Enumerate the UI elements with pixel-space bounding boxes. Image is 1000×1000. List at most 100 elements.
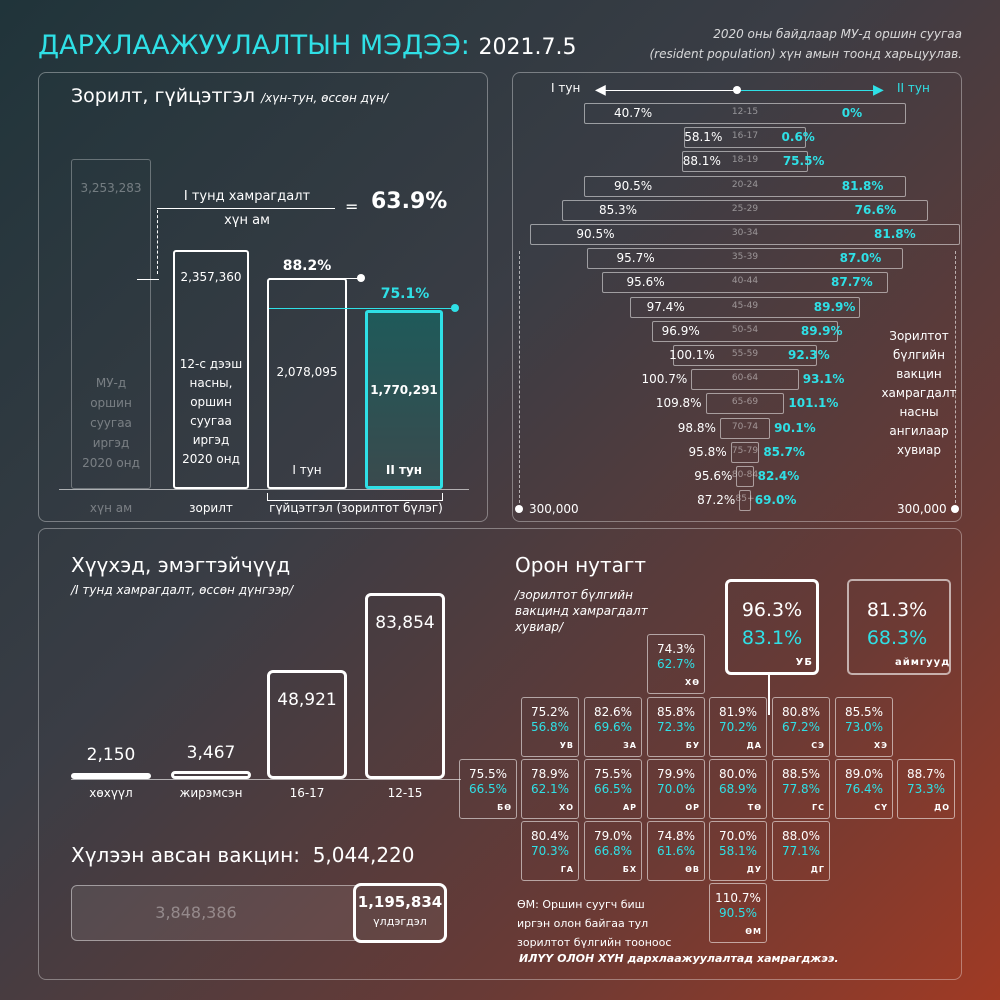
- province-ӨВ: 74.8% 61.6% ӨВ: [647, 821, 705, 881]
- pyramid-dose1-value: 88.1%: [682, 154, 721, 169]
- population-label-line: суугаа: [90, 416, 132, 430]
- pyramid-dose1-value: 40.7%: [614, 106, 653, 120]
- pyramid-right-label: II тун: [897, 81, 930, 95]
- pyramid-axis-right: [741, 90, 875, 91]
- goal-panel: Зорилт, гүйцэтгэл /хүн-тун, өссөн дүн/ I…: [38, 72, 488, 522]
- pyramid-dose1-value: 87.2%: [697, 493, 736, 508]
- province-code: ХЭ: [873, 741, 888, 750]
- target-bar: [173, 250, 249, 489]
- province-dose2: 69.6%: [593, 720, 633, 734]
- vaccine-used: 3,848,386: [155, 903, 237, 922]
- province-code: ЗА: [623, 741, 637, 750]
- children-value: 83,854: [375, 612, 435, 633]
- province-БХ: 79.0% 66.8% БХ: [584, 821, 642, 881]
- province-code: ТӨ: [747, 803, 762, 812]
- province-dose2: 72.3%: [656, 720, 696, 734]
- pyramid-axis-left: [605, 90, 737, 91]
- province-code: ДО: [934, 803, 950, 812]
- pyramid-dose2-value: 0.6%: [781, 130, 815, 145]
- province-dose1: 88.7%: [906, 767, 946, 781]
- target-label-line: 12-с дээш: [179, 357, 243, 371]
- province-code: ХӨ: [685, 678, 700, 687]
- pyramid-right-scale-line: [955, 251, 956, 503]
- pyramid-bar-45-49: [630, 296, 860, 318]
- province-dose2: 56.8%: [530, 720, 570, 734]
- pyramid-age-label: 20-24: [731, 179, 759, 190]
- pyramid-bar-60-64: [691, 369, 799, 391]
- target-label-line: насны,: [189, 376, 233, 390]
- province-dose1: 79.0%: [593, 829, 633, 843]
- dose2-line: [269, 308, 453, 309]
- regions-note-line: иргэн олон байгаа тул: [517, 917, 649, 930]
- province-ОР: 79.9% 70.0% ОР: [647, 759, 705, 819]
- province-dose2: 58.1%: [718, 844, 758, 858]
- population-label: МУ-д оршин суугаа иргэд 2020 онд: [71, 373, 151, 473]
- province-code: ДА: [746, 741, 762, 750]
- pyramid-bar-65-69: [705, 393, 785, 415]
- children-category-label: хөхүүл: [89, 786, 133, 800]
- children-bar-хөхүүл: [71, 773, 151, 779]
- pyramid-age-label: 75-79: [731, 445, 759, 456]
- province-ДУ: 70.0% 58.1% ДУ: [709, 821, 767, 881]
- region-ub-dose2: 83.1%: [741, 627, 803, 649]
- province-dose1: 110.7%: [715, 891, 761, 905]
- province-code: ГС: [812, 803, 825, 812]
- pyramid-left-scale: 300,000: [529, 502, 579, 516]
- province-dose2: 77.8%: [781, 782, 821, 796]
- pyramid-dose1-value: 85.3%: [598, 202, 638, 217]
- dose2-percent: 75.1%: [380, 286, 430, 302]
- province-code: ОР: [685, 803, 700, 812]
- province-code: ДУ: [746, 865, 762, 874]
- pyramid-dose1-value: 95.7%: [616, 251, 655, 266]
- province-dose2: 67.2%: [781, 720, 821, 734]
- children-bar-жирэмсэн: [171, 771, 251, 779]
- province-БУ: 85.8% 72.3% БУ: [647, 697, 705, 757]
- region-ub-dose1: 96.3%: [741, 599, 803, 621]
- province-dose1: 74.8%: [656, 829, 696, 843]
- vaccine-total: 5,044,220: [312, 843, 415, 867]
- header-note-line2: (resident population) хүн амын тоонд хар…: [649, 47, 962, 61]
- dose1-dot: [357, 274, 365, 282]
- pyramid-dose2-value: 87.7%: [831, 275, 873, 290]
- target-label-line: оршин: [190, 395, 232, 409]
- region-ub-box: [725, 579, 819, 675]
- vaccine-used-bar: [71, 885, 447, 941]
- province-code: ХО: [559, 803, 574, 812]
- province-ДА: 81.9% 70.2% ДА: [709, 697, 767, 757]
- target-label-line: иргэд: [192, 433, 230, 447]
- pyramid-age-label: 60-64: [731, 373, 759, 384]
- province-АР: 75.5% 66.5% АР: [584, 759, 642, 819]
- formula-denominator: хүн ам: [224, 213, 270, 228]
- pyramid-age-label: 85+: [735, 494, 755, 505]
- province-code: ДГ: [810, 865, 825, 874]
- province-code: ГА: [560, 865, 574, 874]
- province-code: БӨ: [497, 803, 512, 812]
- pyramid-left-label: I тун: [551, 81, 581, 95]
- province-dose2: 61.6%: [656, 844, 696, 858]
- province-dose1: 75.5%: [593, 767, 633, 781]
- province-ТӨ: 80.0% 68.9% ТӨ: [709, 759, 767, 819]
- province-dose1: 74.3%: [656, 642, 696, 656]
- children-value: 2,150: [86, 745, 136, 765]
- pyramid-dose1-value: 98.8%: [677, 420, 716, 435]
- pyramid-right-scale: 300,000: [897, 502, 947, 516]
- province-ХЭ: 85.5% 73.0% ХЭ: [835, 697, 893, 757]
- pyramid-age-label: 80-84: [731, 470, 759, 480]
- population-label-line: иргэд: [92, 436, 130, 450]
- pyramid-dose1-value: 90.5%: [576, 227, 615, 241]
- province-dose2: 66.5%: [468, 782, 508, 796]
- pyramid-age-label: 65-69: [731, 397, 759, 408]
- province-УВ: 75.2% 56.8% УВ: [521, 697, 579, 757]
- pyramid-age-label: 18-19: [731, 155, 759, 166]
- side-note-line: насны: [899, 405, 939, 419]
- dose1-value: 2,078,095: [276, 365, 338, 379]
- province-dose2: 70.0%: [656, 782, 696, 796]
- dose2-bar: [365, 310, 443, 489]
- pyramid-dose2-value: 92.3%: [788, 348, 830, 362]
- pyramid-bar-18-19: [681, 151, 809, 173]
- pyramid-dose1-value: 95.6%: [626, 275, 665, 290]
- regions-subtitle-line: хувиар/: [515, 620, 564, 634]
- pyramid-left-scale-line: [519, 251, 520, 503]
- province-dose1: 80.8%: [781, 705, 821, 719]
- pyramid-bar-55-59: [673, 345, 817, 366]
